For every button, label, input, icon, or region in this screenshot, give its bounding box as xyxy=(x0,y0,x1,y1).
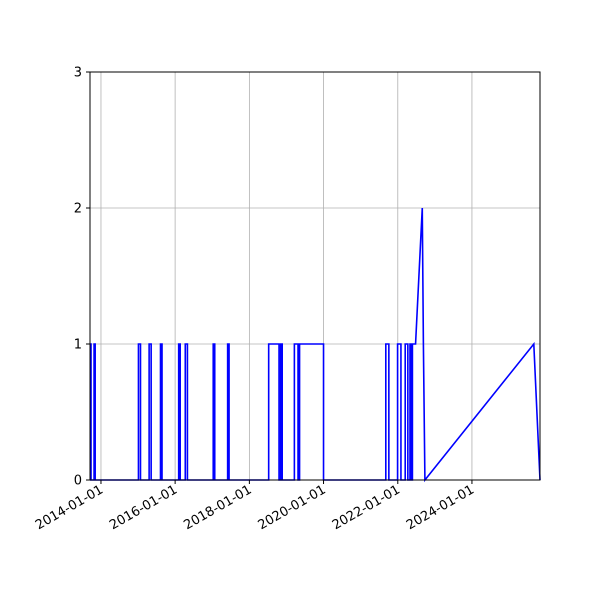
plot-frame xyxy=(89,71,541,481)
y-axis: 0 1 2 3 xyxy=(74,66,90,489)
y-tick-label: 2 xyxy=(74,202,82,217)
y-tick-label: 3 xyxy=(74,66,82,81)
y-tick-label: 0 xyxy=(74,474,82,489)
y-tick-label: 1 xyxy=(74,338,82,353)
